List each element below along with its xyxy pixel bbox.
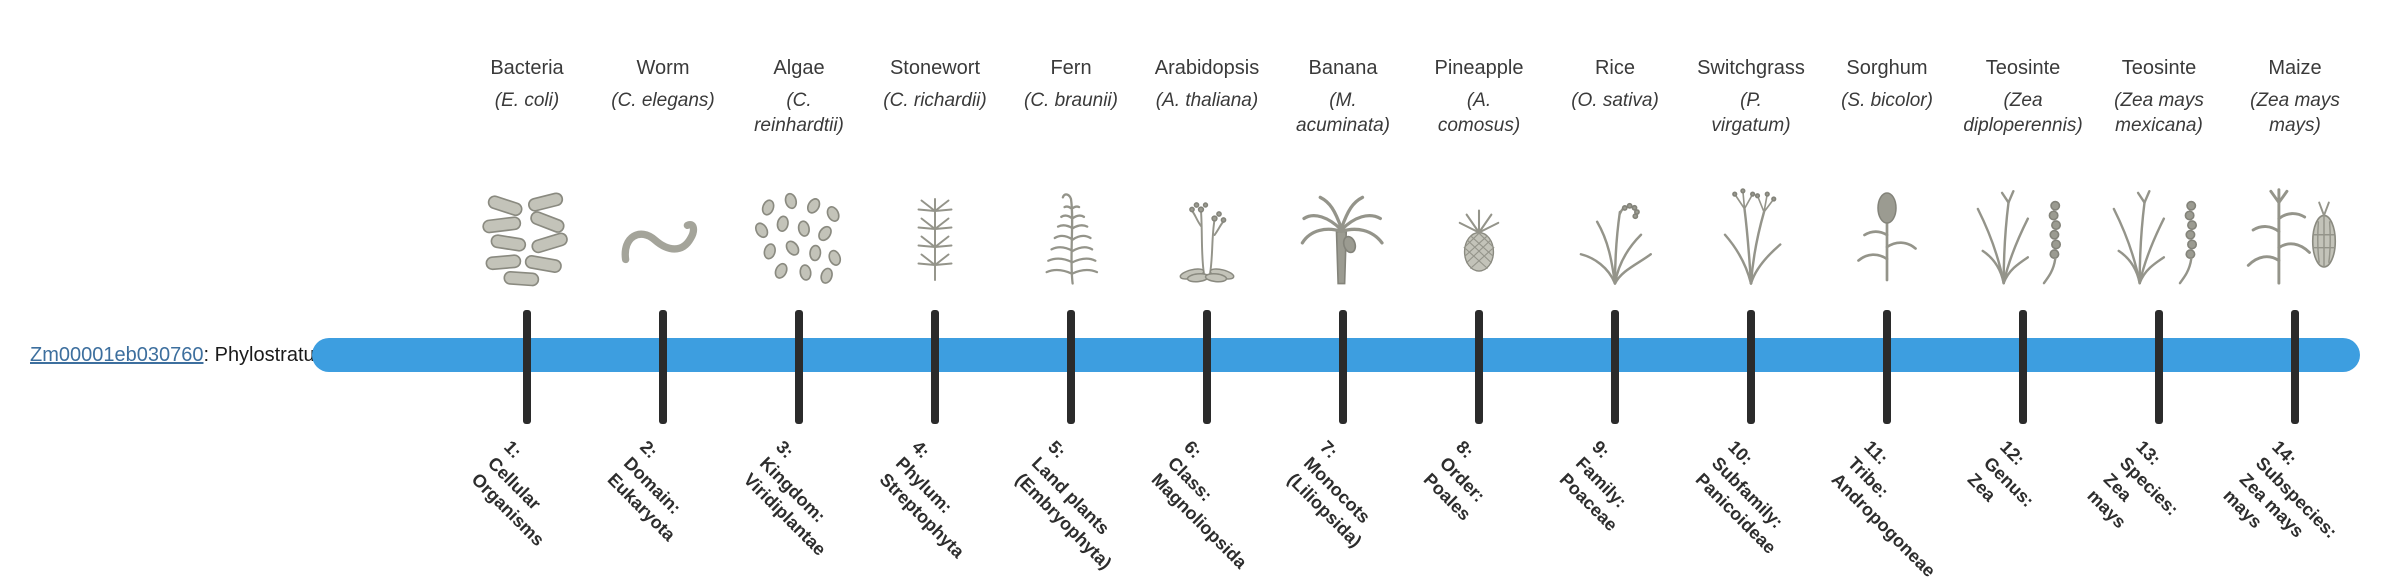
gene-label: Zm00001eb030760: Phylostratum 1 <box>30 344 348 366</box>
organism-sci-name: (O. sativa) <box>1571 90 1659 111</box>
timeline-tick <box>1747 310 1755 424</box>
organism-name: Teosinte <box>1985 57 2061 79</box>
stage-label-text: 12: Genus: Zea <box>1963 436 2038 511</box>
stage-label-text: 8: Order: Poales <box>1419 436 1489 525</box>
stage-label-text: 13: Species: Zea mays <box>2083 436 2183 533</box>
organism-sci-name: (Zea mays mexicana) <box>2114 90 2204 136</box>
organism-column-switchgrass: Switchgrass (P. virgatum) <box>1683 56 1819 292</box>
organism-name: Algae <box>773 57 825 79</box>
bacteria-icon <box>475 188 579 292</box>
pineapple-icon <box>1435 184 1523 292</box>
timeline-tick <box>1883 310 1891 424</box>
organism-name: Fern <box>1050 57 1092 79</box>
timeline-tick <box>2291 310 2299 424</box>
stage-label-text: 9: Family: Poaceae <box>1555 436 1631 536</box>
worm-icon <box>611 188 715 292</box>
stage-label-text: 1: Cellular Organisms <box>467 436 549 550</box>
stage-label-text: 5: Land plants (Embryophyta) <box>1011 436 1116 574</box>
organism-name: Stonewort <box>889 57 981 79</box>
organism-name: Arabidopsis <box>1154 57 1260 79</box>
organism-sci-name: (E. coli) <box>494 90 560 111</box>
timeline-tick <box>2155 310 2163 424</box>
stonewort-icon <box>887 184 983 292</box>
timeline-bar <box>312 338 2360 372</box>
stage-label-text: 4: Phylum: Streptophyta <box>875 436 969 562</box>
organism-sci-name: (C. richardii) <box>883 90 987 111</box>
organism-name: Rice <box>1594 57 1635 79</box>
stage-label-text: 10: Subfamily: Panicoideae <box>1691 436 1788 558</box>
arabidopsis-icon <box>1159 184 1255 292</box>
organism-column-worm: Worm (C. elegans) <box>595 56 731 292</box>
sorghum-icon <box>1839 184 1935 292</box>
gene-id-link[interactable]: Zm00001eb030760 <box>30 344 204 366</box>
timeline-tick <box>523 310 531 424</box>
organism-sci-name: (P. virgatum) <box>1711 90 1791 136</box>
organism-sci-name: (Zea mays mays) <box>2250 90 2340 136</box>
organism-column-arabidopsis: Arabidopsis (A. thaliana) <box>1139 56 1275 292</box>
organism-sci-name: (A. comosus) <box>1437 90 1521 136</box>
stage-label-text: 11: Tribe: Andropogoneae <box>1827 436 1940 580</box>
phylostratum-text: : Phylostratum 1 <box>203 344 348 366</box>
organism-column-algae: Algae (C. reinhardtii) <box>731 56 867 292</box>
timeline-tick <box>659 310 667 424</box>
organism-sci-name: (A. thaliana) <box>1155 90 1259 111</box>
organism-sci-name: (C. reinhardtii) <box>754 90 844 136</box>
organism-column-teosinte-diploperennis: Teosinte (Zea diploperennis) <box>1955 56 2091 292</box>
timeline-tick <box>2019 310 2027 424</box>
organism-sci-name: (C. elegans) <box>611 90 715 111</box>
banana-icon <box>1291 184 1395 292</box>
organism-column-maize: Maize (Zea mays mays) <box>2227 56 2363 292</box>
organism-sci-name: (C. braunii) <box>1024 90 1118 111</box>
organism-sci-name: (Zea diploperennis) <box>1963 90 2083 136</box>
organism-column-bacteria: Bacteria (E. coli) <box>459 56 595 292</box>
algae-icon <box>747 188 851 292</box>
stage-label-text: 14: Subspecies: Zea mays mays <box>2219 436 2342 543</box>
organism-column-sorghum: Sorghum (S. bicolor) <box>1819 56 1955 292</box>
organism-column-fern: Fern (C. braunii) <box>1003 56 1139 292</box>
stage-label-text: 6: Class: Magnoliopsida <box>1147 436 1251 573</box>
stage-label-text: 3: Kingdom: Viridiplantae <box>739 436 830 560</box>
organism-column-pineapple: Pineapple (A. comosus) <box>1411 56 1547 292</box>
timeline-tick <box>931 310 939 424</box>
switchgrass-icon <box>1699 184 1803 292</box>
timeline-tick <box>1611 310 1619 424</box>
organism-sci-name: (S. bicolor) <box>1841 90 1933 111</box>
organism-name: Sorghum <box>1846 57 1928 79</box>
organism-name: Pineapple <box>1434 57 1524 79</box>
fern-icon <box>1019 184 1123 292</box>
timeline-tick <box>1067 310 1075 424</box>
timeline-tick <box>1203 310 1211 424</box>
stage-label-text: 7: Monocots (Liliopsida) <box>1283 436 1375 552</box>
organism-name: Worm <box>636 57 690 79</box>
organism-sci-name: (M. acuminata) <box>1296 90 1390 136</box>
organism-name: Maize <box>2268 57 2322 79</box>
timeline-tick <box>795 310 803 424</box>
timeline-tick <box>1475 310 1483 424</box>
teosinte-icon <box>2101 184 2217 292</box>
organism-column-stonewort: Stonewort (C. richardii) <box>867 56 1003 292</box>
organism-column-teosinte-mexicana: Teosinte (Zea mays mexicana) <box>2091 56 2227 292</box>
organism-name: Switchgrass <box>1697 57 1805 79</box>
stage-label-text: 2: Domain: Eukaryota <box>603 436 685 545</box>
organism-name: Teosinte <box>2121 57 2197 79</box>
organism-column-rice: Rice (O. sativa) <box>1547 56 1683 292</box>
organism-name: Banana <box>1308 57 1378 79</box>
organism-column-banana: Banana (M. acuminata) <box>1275 56 1411 292</box>
timeline-tick <box>1339 310 1347 424</box>
rice-icon <box>1563 184 1667 292</box>
teosinte-icon <box>1965 184 2081 292</box>
organism-name: Bacteria <box>490 57 564 79</box>
maize-icon <box>2237 184 2353 292</box>
